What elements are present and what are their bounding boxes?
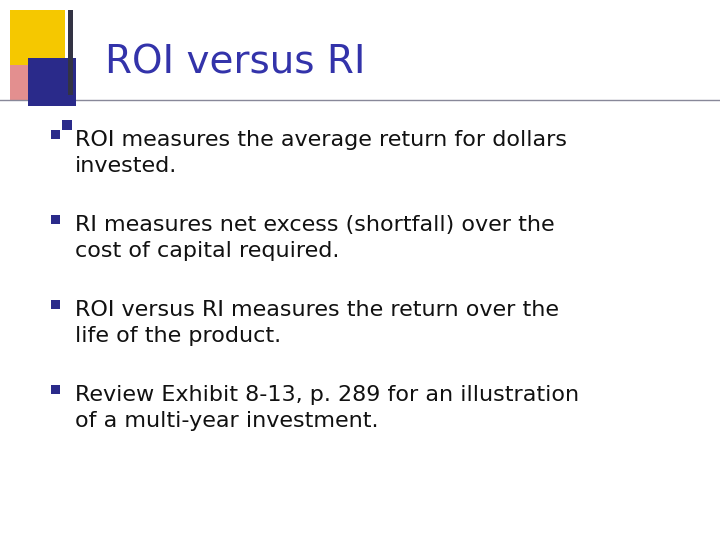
Text: ROI versus RI measures the return over the
life of the product.: ROI versus RI measures the return over t… [75, 300, 559, 346]
Bar [50, 130, 60, 139]
Bar [62, 120, 72, 130]
Bar [68, 10, 73, 95]
Bar [50, 385, 60, 394]
Bar [28, 58, 76, 106]
Bar [50, 215, 60, 224]
Bar [10, 55, 60, 100]
Text: Review Exhibit 8-13, p. 289 for an illustration
of a multi-year investment.: Review Exhibit 8-13, p. 289 for an illus… [75, 385, 579, 430]
Text: ROI measures the average return for dollars
invested.: ROI measures the average return for doll… [75, 130, 567, 176]
Text: ROI versus RI: ROI versus RI [105, 43, 366, 81]
Text: RI measures net excess (shortfall) over the
cost of capital required.: RI measures net excess (shortfall) over … [75, 215, 554, 261]
Bar [10, 10, 65, 65]
Bar [50, 300, 60, 309]
